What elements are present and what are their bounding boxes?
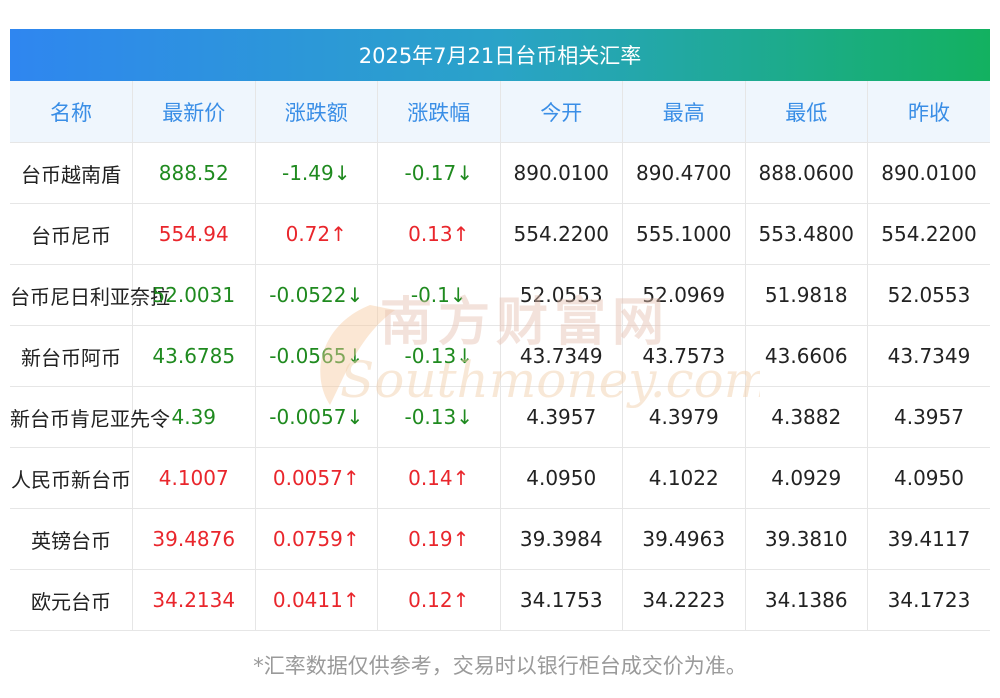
table-row: 新台币阿币 43.6785 -0.0565↓ -0.13↓ 43.7349 43.7573…: [10, 325, 990, 387]
low-price: 34.1386: [745, 569, 868, 631]
currency-pair-name: 新台币肯尼亚先令: [10, 386, 170, 448]
change-percent: 0.12↑: [377, 569, 501, 631]
prev-close-price: 34.1723: [867, 569, 990, 631]
currency-pair-name: 英镑台币: [10, 508, 133, 570]
column-header-open: 今开: [500, 81, 623, 143]
open-price: 52.0553: [500, 264, 623, 326]
latest-price: 4.39: [132, 386, 256, 448]
latest-price: 554.94: [132, 203, 256, 265]
column-header-name: 名称: [10, 81, 133, 143]
low-price: 888.0600: [745, 142, 868, 204]
change-percent: -0.13↓: [377, 325, 501, 387]
change-amount: 0.0411↑: [255, 569, 378, 631]
table-title: 2025年7月21日台币相关汇率: [10, 29, 990, 81]
low-price: 4.0929: [745, 447, 868, 509]
column-header-high: 最高: [622, 81, 746, 143]
change-amount: 0.0057↑: [255, 447, 378, 509]
table-row: 台币尼币 554.94 0.72↑ 0.13↑ 554.2200 555.1000 553.…: [10, 203, 990, 265]
currency-pair-name: 欧元台币: [10, 569, 133, 631]
table-row: 新台币肯尼亚先令 4.39 -0.0057↓ -0.13↓ 4.3957 4.3979 4.…: [10, 386, 990, 448]
open-price: 4.3957: [500, 386, 623, 448]
high-price: 34.2223: [622, 569, 746, 631]
change-amount: -1.49↓: [255, 142, 378, 204]
change-percent: -0.1↓: [377, 264, 501, 326]
high-price: 43.7573: [622, 325, 746, 387]
table-row: 人民币新台币 4.1007 0.0057↑ 0.14↑ 4.0950 4.1022 4.09…: [10, 447, 990, 509]
change-amount: -0.0057↓: [255, 386, 378, 448]
low-price: 39.3810: [745, 508, 868, 570]
high-price: 4.1022: [622, 447, 746, 509]
prev-close-price: 554.2200: [867, 203, 990, 265]
column-header-latest: 最新价: [132, 81, 256, 143]
high-price: 555.1000: [622, 203, 746, 265]
latest-price: 43.6785: [132, 325, 256, 387]
latest-price: 52.0031: [132, 264, 256, 326]
open-price: 890.0100: [500, 142, 623, 204]
disclaimer-footnote: *汇率数据仅供参考，交易时以银行柜台成交价为准。: [253, 654, 747, 678]
prev-close-price: 4.3957: [867, 386, 990, 448]
open-price: 34.1753: [500, 569, 623, 631]
latest-price: 39.4876: [132, 508, 256, 570]
high-price: 4.3979: [622, 386, 746, 448]
prev-close-price: 39.4117: [867, 508, 990, 570]
high-price: 39.4963: [622, 508, 746, 570]
change-percent: -0.17↓: [377, 142, 501, 204]
prev-close-price: 43.7349: [867, 325, 990, 387]
high-price: 52.0969: [622, 264, 746, 326]
low-price: 553.4800: [745, 203, 868, 265]
currency-pair-name: 台币越南盾: [10, 142, 133, 204]
table-row: 台币越南盾 888.52 -1.49↓ -0.17↓ 890.0100 890.4700 8…: [10, 142, 990, 204]
table-row: 欧元台币 34.2134 0.0411↑ 0.12↑ 34.1753 34.2223 34.…: [10, 569, 990, 631]
latest-price: 4.1007: [132, 447, 256, 509]
change-percent: 0.13↑: [377, 203, 501, 265]
change-amount: -0.0522↓: [255, 264, 378, 326]
low-price: 4.3882: [745, 386, 868, 448]
currency-pair-name: 台币尼币: [10, 203, 133, 265]
currency-pair-name: 新台币阿币: [10, 325, 133, 387]
latest-price: 34.2134: [132, 569, 256, 631]
column-header-change: 涨跌额: [255, 81, 378, 143]
open-price: 43.7349: [500, 325, 623, 387]
currency-pair-name: 人民币新台币: [10, 447, 133, 509]
change-amount: 0.0759↑: [255, 508, 378, 570]
open-price: 4.0950: [500, 447, 623, 509]
prev-close-price: 52.0553: [867, 264, 990, 326]
change-amount: 0.72↑: [255, 203, 378, 265]
column-header-prev-close: 昨收: [867, 81, 990, 143]
low-price: 43.6606: [745, 325, 868, 387]
currency-pair-name: 台币尼日利亚奈拉: [10, 264, 170, 326]
table-header-row: 名称 最新价 涨跌额 涨跌幅 今开 最高 最低 昨收: [10, 81, 990, 143]
low-price: 51.9818: [745, 264, 868, 326]
table-row: 英镑台币 39.4876 0.0759↑ 0.19↑ 39.3984 39.4963 39.…: [10, 508, 990, 570]
table-row: 台币尼日利亚奈拉 52.0031 -0.0522↓ -0.1↓ 52.0553 52.09…: [10, 264, 990, 326]
high-price: 890.4700: [622, 142, 746, 204]
column-header-low: 最低: [745, 81, 868, 143]
prev-close-price: 4.0950: [867, 447, 990, 509]
column-header-change-pct: 涨跌幅: [377, 81, 501, 143]
change-percent: 0.19↑: [377, 508, 501, 570]
change-percent: -0.13↓: [377, 386, 501, 448]
latest-price: 888.52: [132, 142, 256, 204]
open-price: 39.3984: [500, 508, 623, 570]
exchange-rate-table: 名称 最新价 涨跌额 涨跌幅 今开 最高 最低 昨收 台币越南盾 888.52 -1…: [10, 81, 990, 631]
prev-close-price: 890.0100: [867, 142, 990, 204]
change-amount: -0.0565↓: [255, 325, 378, 387]
open-price: 554.2200: [500, 203, 623, 265]
change-percent: 0.14↑: [377, 447, 501, 509]
